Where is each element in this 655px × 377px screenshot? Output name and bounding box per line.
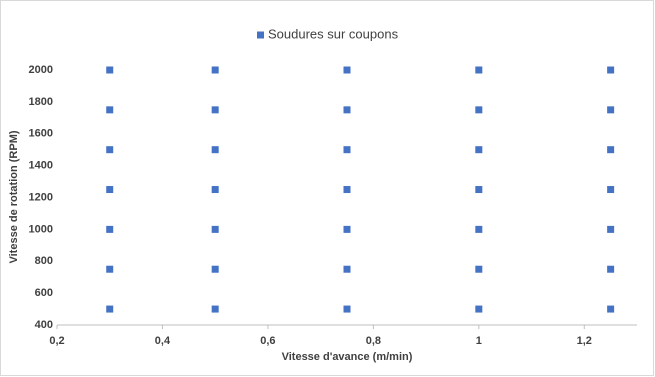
- data-point: [475, 186, 483, 194]
- data-point: [475, 305, 483, 313]
- y-tick-label: 1400: [29, 160, 53, 172]
- data-point: [343, 186, 351, 194]
- data-point: [475, 106, 483, 114]
- data-point: [607, 106, 615, 114]
- data-point: [607, 225, 615, 233]
- data-point: [607, 265, 615, 273]
- data-point: [106, 106, 114, 114]
- data-point: [211, 66, 219, 74]
- data-point: [607, 66, 615, 74]
- y-axis-label: Vitesse de rotation (RPM): [8, 130, 20, 263]
- data-point: [106, 186, 114, 194]
- data-point: [607, 146, 615, 154]
- data-point: [343, 106, 351, 114]
- data-point: [343, 146, 351, 154]
- y-tick-label: 2000: [29, 64, 53, 76]
- data-point: [106, 225, 114, 233]
- data-point: [211, 265, 219, 273]
- data-point: [211, 225, 219, 233]
- data-point: [211, 305, 219, 313]
- x-tick-label: 1: [476, 335, 482, 347]
- data-point: [211, 146, 219, 154]
- x-tick-label: 0,2: [49, 335, 64, 347]
- x-tick-label: 0,6: [260, 335, 275, 347]
- y-tick-label: 1600: [29, 128, 53, 140]
- data-point: [106, 305, 114, 313]
- x-axis-label: Vitesse d'avance (m/min): [282, 351, 413, 363]
- data-point: [343, 305, 351, 313]
- data-point: [607, 305, 615, 313]
- data-point: [475, 66, 483, 74]
- data-point: [475, 146, 483, 154]
- y-tick-label: 1200: [29, 191, 53, 203]
- data-point: [607, 186, 615, 194]
- data-point: [106, 66, 114, 74]
- legend-swatch: [257, 31, 264, 39]
- data-point: [106, 146, 114, 154]
- y-tick-label: 800: [35, 255, 53, 267]
- y-tick-label: 400: [35, 319, 53, 331]
- data-point: [475, 265, 483, 273]
- y-tick-label: 1000: [29, 223, 53, 235]
- x-tick-label: 0,4: [155, 335, 171, 347]
- x-tick-label: 0,8: [366, 335, 381, 347]
- data-point: [343, 225, 351, 233]
- data-point: [106, 265, 114, 273]
- y-tick-label: 1800: [29, 96, 53, 108]
- data-point: [343, 66, 351, 74]
- y-tick-label: 600: [35, 287, 53, 299]
- data-point: [211, 186, 219, 194]
- data-point: [475, 225, 483, 233]
- data-point: [211, 106, 219, 114]
- x-tick-label: 1,2: [577, 335, 592, 347]
- legend-label: Soudures sur coupons: [268, 26, 399, 41]
- data-point: [343, 265, 351, 273]
